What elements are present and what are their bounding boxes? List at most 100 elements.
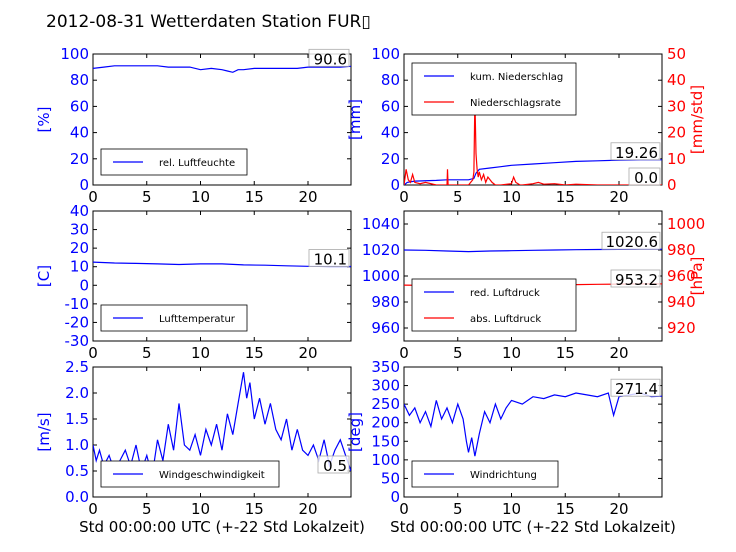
x-tick-label: 5 (142, 344, 152, 362)
x-tick-label: 10 (191, 188, 210, 206)
value-label-box (628, 167, 661, 186)
y-axis-label: [m/s] (35, 412, 53, 451)
y2-tick-label: 20 (667, 124, 686, 142)
value-label-group: 1020.6 (601, 231, 661, 251)
y-tick-label: 250 (371, 395, 400, 413)
value-label-box (601, 231, 661, 250)
y-tick-label: 0 (79, 276, 89, 294)
x-tick-label: 20 (609, 500, 628, 518)
x-tick-label: 20 (609, 344, 628, 362)
value-label-box (610, 269, 661, 288)
y-tick-label: 100 (371, 45, 400, 63)
y2-tick-label: 920 (667, 319, 696, 337)
value-label-group: 90.6 (308, 48, 350, 68)
legend-entry: rel. Luftfeuchte (159, 158, 235, 169)
panel-temperature: 0 5 10 15 20-30-20-10010203040[C]10.1Lufttem… (35, 202, 352, 362)
value-label: 953.2 (615, 271, 658, 289)
y-tick-label: 30 (70, 221, 89, 239)
x-tick-label: 10 (502, 344, 521, 362)
x-tick-label: 10 (502, 188, 521, 206)
y-tick-label: 40 (381, 124, 400, 142)
legend-box (411, 62, 577, 116)
legend-entry: Niederschlagsrate (470, 98, 561, 109)
legend-entry: Windgeschwindigkeit (159, 470, 265, 481)
y2-tick-label: 10 (667, 150, 686, 168)
y-tick-label: 150 (371, 432, 400, 450)
value-label-group: 10.1 (308, 249, 350, 269)
value-label-group: 953.2 (610, 269, 661, 289)
series-line-0 (93, 372, 351, 477)
y-tick-label: -10 (65, 295, 90, 313)
figure-title: 2012-08-31 Wetterdaten Station FUR▯ (46, 12, 371, 32)
y-tick-label: 1040 (362, 215, 400, 233)
value-label: 90.6 (314, 50, 347, 68)
legend: Windrichtung (411, 460, 559, 488)
value-label-group: 19.26 (610, 142, 661, 162)
x-tick-label: 20 (609, 188, 628, 206)
x-axis-label-right: Std 00:00:00 UTC (+-22 Std Lokalzeit) (390, 518, 676, 536)
legend: kum. Niederschlag Niederschlagsrate (411, 62, 577, 116)
y2-tick-label: 940 (667, 293, 696, 311)
value-label: 19.26 (615, 144, 658, 162)
value-label-group: 0.5 (317, 455, 350, 475)
x-tick-label: 0 (88, 500, 98, 518)
y2-tick-label: 980 (667, 241, 696, 259)
x-axis-label-left: Std 00:00:00 UTC (+-22 Std Lokalzeit) (79, 518, 365, 536)
legend: Windgeschwindigkeit (100, 460, 280, 488)
y-tick-label: 0 (390, 488, 400, 506)
y-tick-label: 1000 (362, 267, 400, 285)
series-line-0 (404, 159, 662, 185)
y2-axis-label: [mm/std] (688, 85, 706, 154)
y-tick-label: -20 (65, 313, 90, 331)
y2-tick-label: 50 (667, 45, 686, 63)
y-axis-label: [mm] (346, 99, 364, 140)
y2-tick-label: 960 (667, 267, 696, 285)
series-line-0 (404, 392, 662, 457)
panel-windspeed: 0 5 10 15 20 0.0 0.5 1.0 1.5 2.0 2.5 [m/s] 0.5 Windge… (35, 358, 352, 518)
y-axis-label: [%] (35, 107, 53, 133)
y-tick-label: 0 (390, 176, 400, 194)
value-label: 0.5 (323, 457, 347, 475)
y2-tick-label: 30 (667, 97, 686, 115)
y-tick-label: 20 (70, 239, 89, 257)
x-tick-label: 10 (191, 500, 210, 518)
y-tick-label: 960 (371, 319, 400, 337)
value-label-box (610, 142, 661, 161)
x-tick-label: 5 (453, 500, 463, 518)
y-tick-label: 1.5 (65, 410, 89, 428)
legend-box (411, 278, 577, 332)
value-label-group: 0.0 (628, 167, 661, 187)
y-axis-label: [deg] (346, 412, 364, 452)
x-tick-label: 5 (453, 344, 463, 362)
y-tick-label: 200 (371, 414, 400, 432)
x-tick-label: 10 (502, 500, 521, 518)
y-tick-label: 980 (371, 293, 400, 311)
y-tick-label: 60 (70, 97, 89, 115)
x-tick-label: 15 (556, 344, 575, 362)
x-tick-label: 20 (298, 188, 317, 206)
value-label-box (317, 455, 350, 474)
series-line-0 (93, 65, 351, 73)
legend-entry: Lufttemperatur (159, 314, 236, 325)
value-label-box (308, 249, 350, 267)
y-tick-label: 1.0 (65, 436, 89, 454)
y-tick-label: 60 (381, 97, 400, 115)
legend-entry: abs. Luftdruck (470, 314, 541, 325)
y2-axis-label: [hPa] (688, 257, 706, 296)
legend: Lufttemperatur (100, 304, 248, 332)
y-tick-label: 100 (60, 45, 89, 63)
x-tick-label: 5 (142, 500, 152, 518)
panel-winddir: 0 5 10 15 20050100150200250300350[deg]271.4W… (346, 358, 663, 518)
x-tick-label: 20 (298, 500, 317, 518)
x-tick-label: 15 (245, 500, 264, 518)
x-tick-label: 0 (88, 344, 98, 362)
x-tick-label: 0 (399, 344, 409, 362)
legend-entry: kum. Niederschlag (470, 72, 563, 83)
panel-precip: 0 5 10 15 20 0 20 40 60 80 100 0 10 20 30 40 50 [mm] [mm/s… (346, 45, 706, 206)
value-label-group: 271.4 (610, 378, 661, 398)
legend: rel. Luftfeuchte (100, 148, 248, 176)
panel-pressure: 0 5 10 15 20 960 980 1000 1020 1040 920 940 960 980 10… (362, 210, 706, 362)
y2-tick-label: 0 (667, 176, 677, 194)
